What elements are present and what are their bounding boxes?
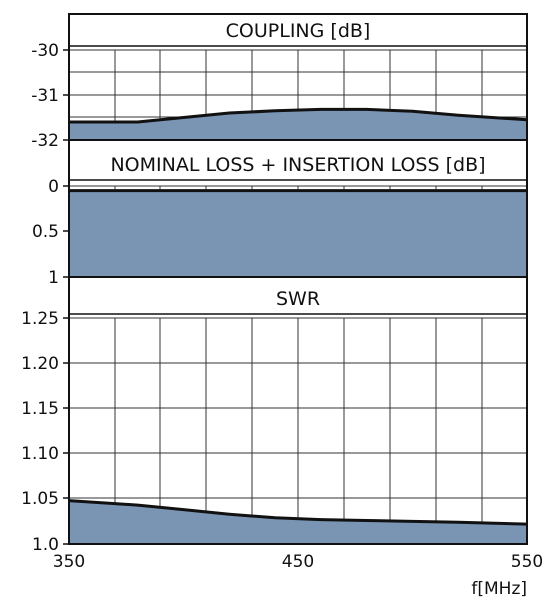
panel-2-ytick-label: 1 [48,268,59,288]
panel-1-ytick-label: -31 [31,86,59,106]
panel-2-area [69,190,527,277]
panel-2-ytick-label: 0.5 [32,222,59,242]
x-tick-label: 450 [282,552,314,572]
panel-2-title: NOMINAL LOSS + INSERTION LOSS [dB] [110,154,485,176]
panel-1-ytick-label: -30 [31,41,59,61]
plot-frame [68,13,528,545]
label-layer: COUPLING [dB] -30 -31 -32 NOMINAL LOSS + INS… [21,20,543,599]
panel-1-area [69,109,527,140]
data-layer [68,107,528,544]
panel-3-area [69,500,527,544]
frame-layer [63,13,528,545]
x-axis-label: f[MHz] [471,579,527,599]
panel-2-ytick-label: 0 [48,177,59,197]
panel-3-ytick-label: 1.25 [21,309,59,329]
panel-3-line [68,499,528,526]
panel-3-ytick-label: 1.15 [21,399,59,419]
panel-3-ytick-label: 1.0 [32,535,59,555]
panel-3-ytick-label: 1.10 [21,444,59,464]
panel-1-title: COUPLING [dB] [226,20,371,42]
panel-1-ytick-label: -32 [31,131,59,151]
panel-3-title: SWR [276,288,320,310]
panel-3-ytick-label: 1.20 [21,354,59,374]
x-tick-label: 350 [53,552,85,572]
panel-3-ytick-label: 1.05 [21,489,59,509]
panel-1-line [69,107,528,124]
x-tick-label: 550 [511,552,543,572]
